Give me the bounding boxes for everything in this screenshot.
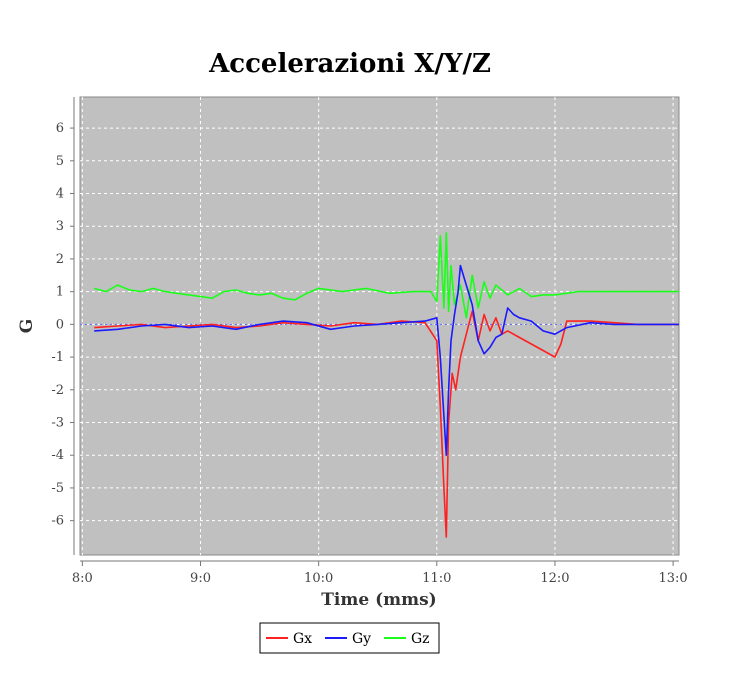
y-tick-label: -1 [51,350,64,365]
y-tick-label: 4 [56,187,64,202]
y-tick-label: 2 [56,252,64,267]
y-tick-label: -3 [51,416,64,431]
x-tick-label: 10:0 [304,571,333,586]
legend: Gx Gy Gz [259,622,440,654]
chart-title: Accelerazioni X/Y/Z [208,49,491,79]
x-tick-label: 11:0 [422,571,451,586]
y-tick-label: 3 [56,219,64,234]
legend-box [259,622,440,654]
x-tick-label: 13:0 [658,571,687,586]
x-tick-label: 8:0 [72,571,93,586]
x-tick-label: 12:0 [540,571,569,586]
y-tick-label: 1 [56,285,64,300]
y-tick-label: 6 [56,121,64,136]
y-tick-label: -2 [51,383,64,398]
y-tick-label: -6 [51,514,64,529]
x-tick-label: 9:0 [190,571,211,586]
y-axis-ticks: 6 5 4 3 2 1 0 -1 -2 -3 -4 -5 -6 [51,121,74,529]
legend-label-gz: Gz [411,631,430,647]
y-tick-label: -5 [51,481,64,496]
series-layer [93,232,679,538]
y-tick-label: 0 [56,317,64,332]
y-axis-label: G [17,319,37,334]
series-line-gy [94,264,679,457]
y-tick-label: -4 [51,448,64,463]
plot-area [79,96,680,556]
legend-label-gx: Gx [293,631,312,647]
series-line-gx [94,310,679,538]
series-line-gz [93,232,679,319]
x-axis-label: Time (mms) [321,590,436,610]
y-tick-label: 5 [56,154,64,169]
legend-label-gy: Gy [352,631,371,647]
x-axis-ticks: 8:0 9:0 10:0 11:0 12:0 13:0 [72,561,688,586]
